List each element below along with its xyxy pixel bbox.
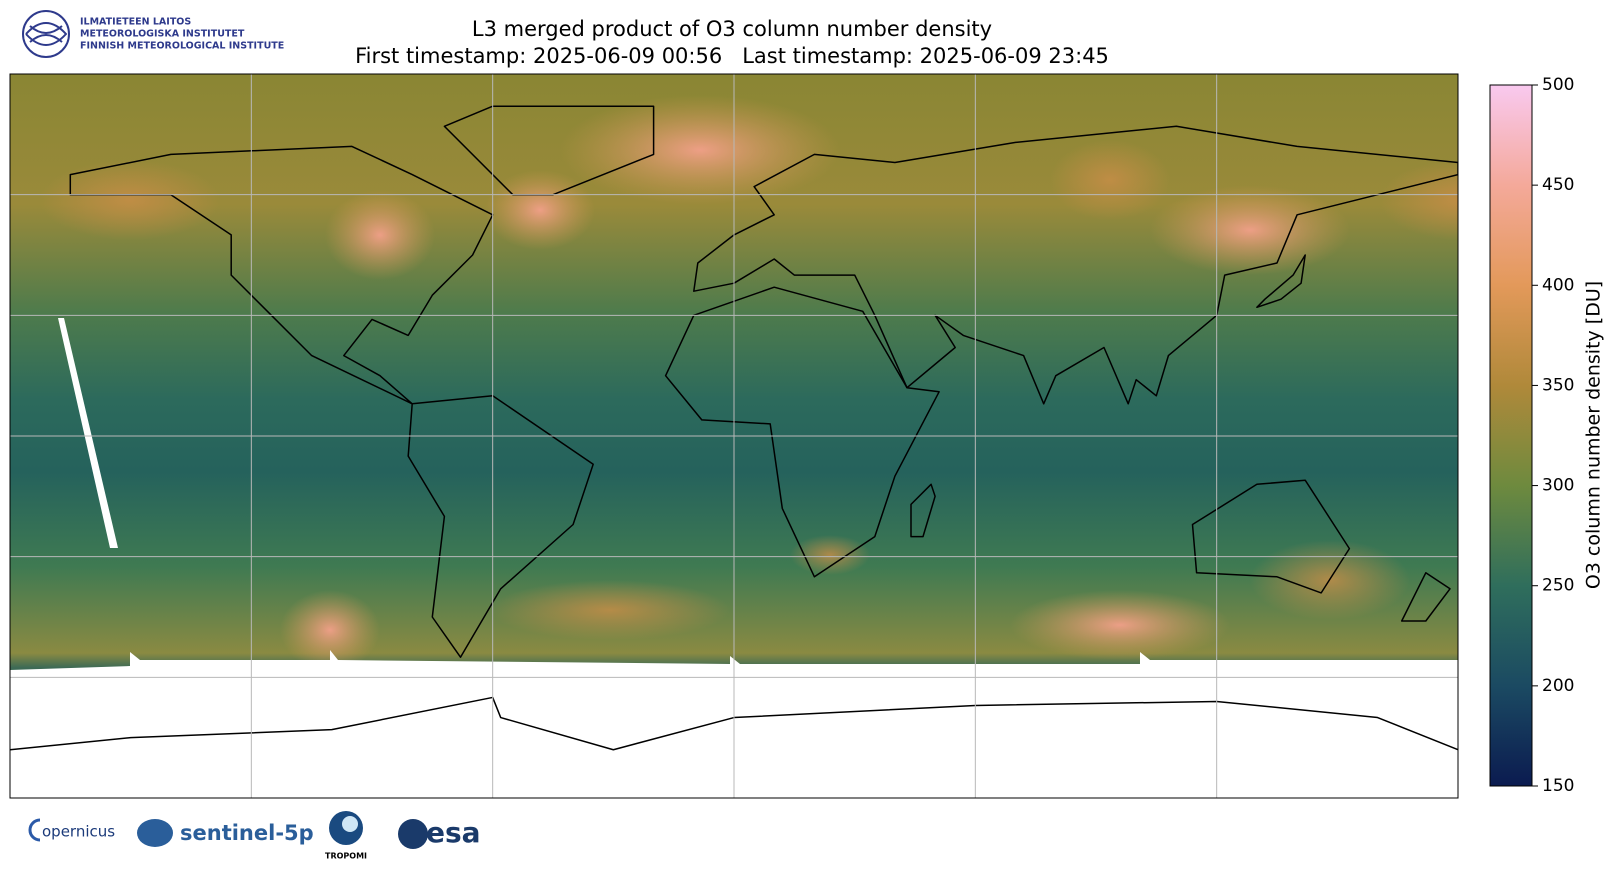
subtitle: First timestamp: 2025-06-09 00:56 Last t… (355, 44, 1109, 68)
colorbar-label: O3 column number density [DU] (1583, 281, 1605, 589)
coastline (69, 145, 494, 405)
data-gap (58, 318, 118, 548)
coastline (1256, 254, 1306, 309)
footer-logos: opernicus sentinel-5p TROPOMI esa (28, 811, 481, 861)
coastline (693, 125, 1458, 405)
colorbar-tick-label: 400 (1542, 275, 1574, 295)
logo-line: METEOROLOGISKA INSTITUTET (80, 29, 245, 40)
title: L3 merged product of O3 column number de… (472, 17, 992, 41)
copernicus-logo: opernicus (42, 823, 115, 841)
map (10, 74, 1458, 798)
tropomi-logo: TROPOMI (325, 852, 367, 861)
coastline (1191, 479, 1351, 594)
coastline (664, 286, 940, 578)
graticule (10, 74, 1458, 798)
coastline (407, 395, 594, 658)
coastline (1400, 572, 1451, 622)
logo-line: ILMATIETEEN LAITOS (80, 17, 191, 28)
colorbar-tick-label: 450 (1542, 175, 1574, 195)
logo-line: FINNISH METEOROLOGICAL INSTITUTE (80, 41, 284, 52)
sentinel-logo: sentinel-5p (180, 821, 314, 845)
esa-logo: esa (426, 816, 481, 849)
map-frame (9, 73, 1459, 799)
colorbar-tick-label: 300 (1542, 476, 1574, 496)
coastlines (10, 105, 1458, 751)
ozone-highs (40, 95, 1458, 670)
colorbar-tick-label: 500 (1542, 75, 1574, 95)
colorbar-tick-label: 250 (1542, 576, 1574, 596)
colorbar-tick-label: 200 (1542, 676, 1574, 696)
colorbar-tick-label: 150 (1542, 776, 1574, 796)
colorbar-tick-label: 350 (1542, 375, 1574, 395)
colorbar: O3 column number density [DU] 150 200 250 3… (1489, 75, 1605, 796)
fmi-logo: ILMATIETEEN LAITOS METEOROLOGISKA INSTIT… (22, 10, 284, 58)
colorbar-ramp (1489, 84, 1533, 787)
coastline (910, 483, 936, 538)
coastline (10, 696, 1458, 751)
